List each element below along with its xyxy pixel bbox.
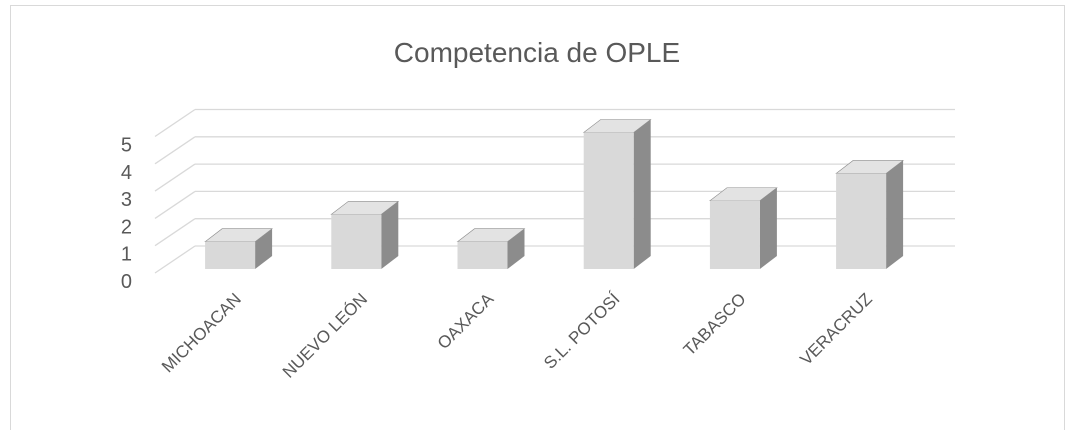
bar-side — [759, 187, 777, 269]
y-tick-label: 3 — [121, 189, 132, 211]
chart-title: Competencia de OPLE — [394, 37, 680, 68]
chart-frame — [10, 5, 1065, 430]
x-tick-label: OAXACA — [434, 289, 498, 353]
grid-line-side — [154, 218, 196, 247]
bar — [836, 173, 887, 269]
y-tick-label: 2 — [121, 216, 132, 238]
grid-line-side — [154, 190, 196, 219]
bar — [331, 214, 382, 269]
x-tick-label: MICHOACAN — [158, 289, 245, 376]
x-tick-label: S.L. POTOSÍ — [540, 289, 624, 373]
bar — [583, 132, 634, 269]
x-tick-label: TABASCO — [680, 289, 750, 359]
grid-line-side — [154, 108, 196, 138]
bar — [709, 200, 760, 269]
bar-side — [886, 160, 904, 269]
bar-side — [633, 119, 651, 269]
grid-line-side — [154, 136, 196, 165]
y-tick-label: 5 — [121, 135, 132, 157]
y-tick-label: 4 — [121, 162, 132, 184]
grid-line-side — [154, 163, 196, 192]
x-tick-label: VERACRUZ — [796, 289, 876, 369]
bar — [457, 241, 508, 269]
x-tick-label: NUEVO LEÓN — [279, 289, 371, 381]
y-tick-label: 1 — [121, 244, 132, 266]
y-tick-label: 0 — [121, 271, 132, 293]
bar-side — [381, 201, 399, 269]
bar — [205, 241, 256, 269]
grid-line-side — [154, 245, 196, 274]
